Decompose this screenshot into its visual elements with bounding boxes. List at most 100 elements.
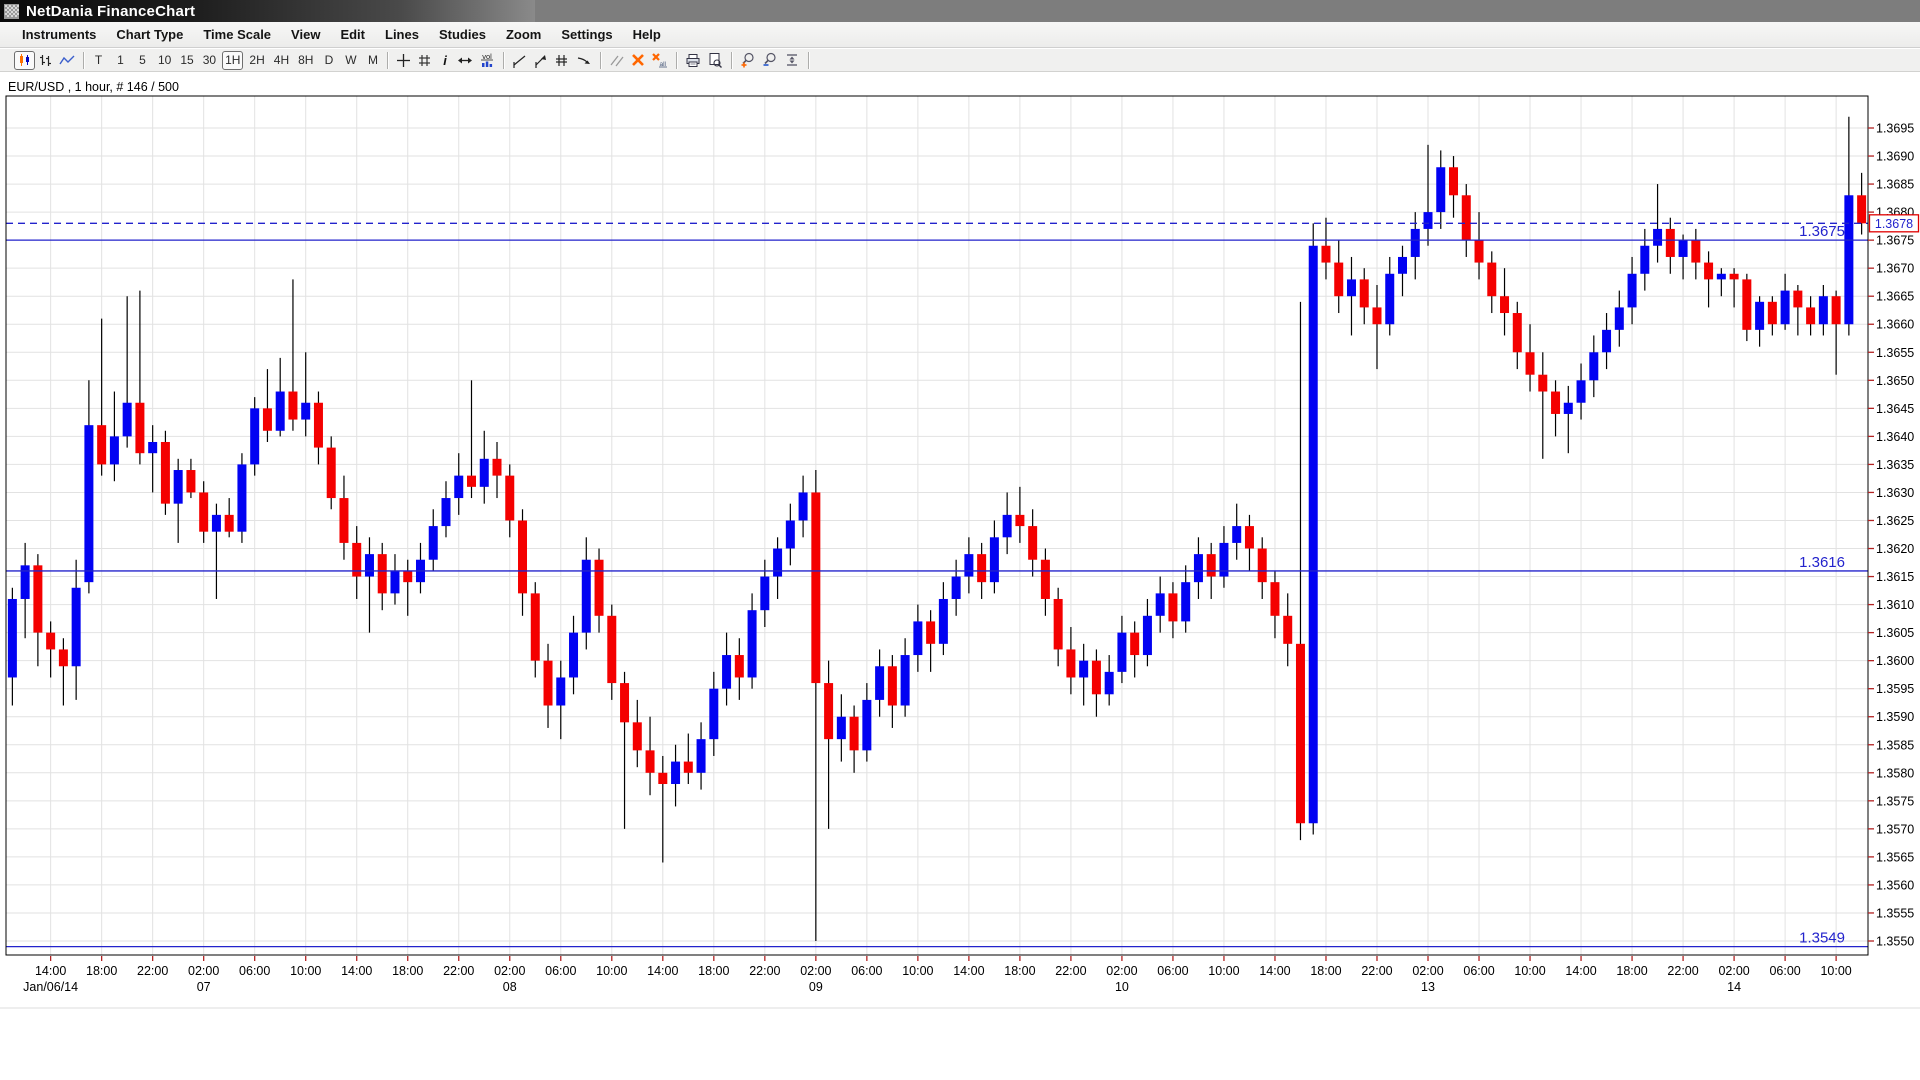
candle: [1295, 643, 1305, 824]
timeframe-30-button[interactable]: 30: [200, 51, 219, 70]
candle: [1091, 660, 1101, 695]
candle: [951, 576, 961, 599]
date-label: 10: [1115, 980, 1129, 994]
menu-edit[interactable]: Edit: [340, 27, 365, 42]
price-chart[interactable]: 1.3675 1.3616 1.3549 1.3695 1.3690 1.3685 1.36…: [0, 72, 1920, 1080]
current-price-value: 1.3678: [1875, 217, 1913, 231]
toolbar-separator: [387, 51, 389, 69]
date-label: Jan/06/14: [23, 980, 78, 994]
delete-line-button[interactable]: [628, 51, 648, 70]
delete-all-button[interactable]: all: [648, 51, 671, 70]
timeframe-8h-button[interactable]: 8H: [295, 51, 316, 70]
candle: [581, 559, 591, 633]
timeframe-15-button[interactable]: 15: [177, 51, 196, 70]
timeframe-4h-button[interactable]: 4H: [271, 51, 292, 70]
scroll-horizontal-button[interactable]: [454, 51, 476, 70]
candle: [250, 408, 260, 465]
svg-text:10:00: 10:00: [596, 964, 627, 978]
candle: [1308, 245, 1318, 824]
x-axis[interactable]: 14:00 Jan/06/14 18:00 22:00 02:00 07 06:00 10:0…: [23, 956, 1852, 994]
candle: [275, 391, 285, 431]
timeframe-group: T 1 5 10 15 30 1H 2H 4H 8H D W M: [89, 50, 382, 70]
svg-text:10:00: 10:00: [1820, 964, 1851, 978]
candle: [1066, 649, 1076, 678]
fit-scale-button[interactable]: [781, 51, 803, 70]
trendline-button[interactable]: [509, 51, 530, 70]
grid-button[interactable]: [414, 51, 435, 70]
svg-text:14:00: 14:00: [1259, 964, 1290, 978]
volume-button[interactable]: vol: [476, 51, 498, 70]
crosshair-button[interactable]: [393, 51, 414, 70]
candle: [1691, 240, 1701, 263]
svg-text:22:00: 22:00: [1055, 964, 1086, 978]
svg-text:02:00: 02:00: [800, 964, 831, 978]
candlestick-chart-button[interactable]: [14, 50, 35, 70]
svg-text:14:00: 14:00: [647, 964, 678, 978]
candle: [683, 761, 693, 773]
candle: [1793, 290, 1803, 308]
menu-zoom[interactable]: Zoom: [505, 27, 542, 42]
print-button[interactable]: [682, 51, 704, 70]
candle: [1538, 374, 1548, 392]
candles-layer[interactable]: [7, 116, 1867, 941]
candle: [1079, 660, 1089, 678]
menu-lines[interactable]: Lines: [385, 27, 419, 42]
current-price-box: 1.3678: [1868, 214, 1920, 233]
svg-text:1.3590: 1.3590: [1876, 710, 1914, 724]
horizontal-arrows-icon: [458, 57, 473, 63]
arrow-line-button[interactable]: [530, 51, 551, 70]
svg-text:14:00: 14:00: [341, 964, 372, 978]
line-chart-button[interactable]: [56, 51, 78, 70]
candle: [211, 514, 221, 532]
date-label: 08: [503, 980, 517, 994]
candle: [377, 554, 387, 594]
candle: [1755, 301, 1765, 330]
timeframe-t-button[interactable]: T: [89, 51, 108, 70]
candle: [58, 649, 68, 667]
candle: [773, 548, 783, 577]
candle: [1002, 514, 1012, 538]
menu-settings[interactable]: Settings: [561, 27, 613, 42]
parallel-lines-button[interactable]: [551, 51, 573, 70]
timeframe-2h-button[interactable]: 2H: [246, 51, 267, 70]
candle: [1653, 228, 1663, 246]
svg-text:1.3645: 1.3645: [1876, 402, 1914, 416]
svg-text:22:00: 22:00: [443, 964, 474, 978]
price-lines-layer[interactable]: 1.3675 1.3616 1.3549: [6, 222, 1868, 948]
printer-icon: [686, 53, 700, 67]
timeframe-10-button[interactable]: 10: [155, 51, 174, 70]
candle: [1359, 279, 1369, 308]
menu-studies[interactable]: Studies: [438, 27, 486, 42]
menu-view[interactable]: View: [291, 27, 321, 42]
y-axis[interactable]: 1.36951.36901.36851.36801.36751.36701.36…: [1868, 122, 1914, 949]
timeframe-w-button[interactable]: W: [341, 51, 360, 70]
candle: [1767, 301, 1777, 325]
timeframe-d-button[interactable]: D: [319, 51, 338, 70]
svg-text:1.3685: 1.3685: [1876, 178, 1914, 192]
candle: [811, 492, 821, 684]
candle: [1818, 296, 1828, 325]
price-line-label: 1.3675: [1799, 223, 1845, 240]
menu-help[interactable]: Help: [632, 27, 661, 42]
candle: [607, 615, 617, 684]
timeframe-1-button[interactable]: 1: [111, 51, 130, 70]
angle-lines-button[interactable]: [606, 51, 628, 70]
zoom-out-button[interactable]: [759, 51, 781, 70]
candle: [326, 447, 336, 499]
menu-time-scale[interactable]: Time Scale: [203, 27, 272, 42]
menu-chart-type[interactable]: Chart Type: [116, 27, 184, 42]
candle: [709, 688, 719, 740]
print-preview-button[interactable]: [704, 51, 726, 70]
candle: [836, 716, 846, 740]
candle: [173, 470, 183, 504]
timeframe-1h-button[interactable]: 1H: [222, 50, 244, 70]
bar-chart-button[interactable]: [35, 51, 56, 70]
menu-instruments[interactable]: Instruments: [22, 27, 97, 42]
volume-icon: vol: [481, 52, 494, 67]
timeframe-5-button[interactable]: 5: [133, 51, 152, 70]
ray-button[interactable]: [573, 51, 595, 70]
svg-text:22:00: 22:00: [749, 964, 780, 978]
zoom-in-button[interactable]: [737, 51, 759, 70]
info-button[interactable]: i: [435, 51, 454, 70]
timeframe-m-button[interactable]: M: [363, 51, 382, 70]
